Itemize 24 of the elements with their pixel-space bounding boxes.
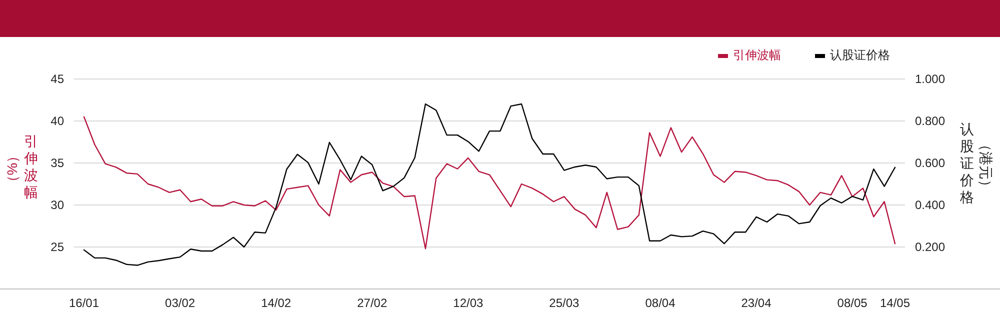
y-tick-label: 25 bbox=[50, 240, 64, 254]
x-tick-label: 12/03 bbox=[453, 296, 484, 310]
y-tick-label: 35 bbox=[50, 156, 64, 170]
x-tick-label: 16/01 bbox=[68, 296, 100, 310]
legend-label: 引伸波幅 bbox=[733, 48, 781, 62]
y2-tick-label: 0.800 bbox=[915, 114, 946, 128]
x-tick-label: 23/04 bbox=[741, 296, 772, 310]
y-tick-label: 45 bbox=[50, 72, 64, 86]
y2-tick-label: 0.600 bbox=[915, 156, 946, 170]
line-series bbox=[83, 103, 896, 266]
y2-tick-label: 0.200 bbox=[915, 240, 946, 254]
x-tick-label: 03/02 bbox=[165, 296, 196, 310]
x-tick-label: 14/05 bbox=[880, 296, 910, 310]
x-tick-label: 08/04 bbox=[645, 296, 676, 310]
x-tick-label: 14/02 bbox=[261, 296, 292, 310]
x-tick-label: 25/03 bbox=[549, 296, 580, 310]
y-tick-label: 40 bbox=[50, 114, 64, 128]
y-tick-label: 30 bbox=[50, 198, 64, 212]
x-tick-label: 08/05 bbox=[837, 296, 868, 310]
legend-label: 认股证价格 bbox=[830, 48, 890, 62]
y2-tick-label: 1.000 bbox=[915, 72, 946, 86]
line-series bbox=[83, 116, 896, 250]
x-tick-label: 27/02 bbox=[357, 296, 388, 310]
y2-tick-label: 0.400 bbox=[915, 198, 946, 212]
